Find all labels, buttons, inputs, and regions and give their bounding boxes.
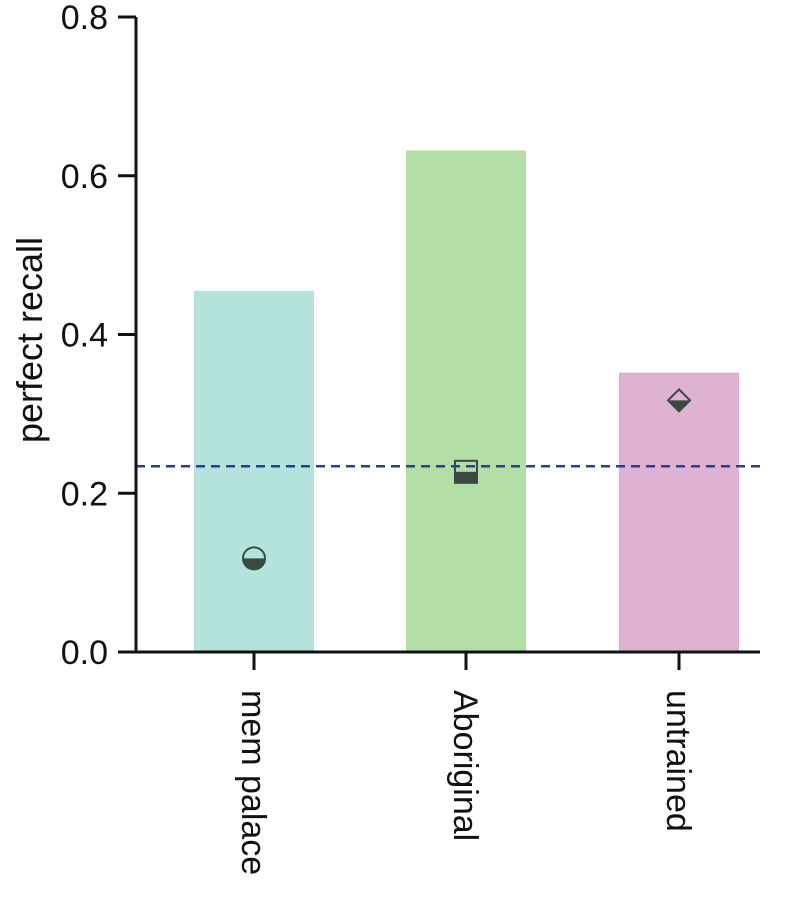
- marker-half-filled-square: [454, 459, 478, 484]
- y-tick-label: 0.6: [61, 158, 108, 196]
- x-category-label: Aboriginal: [446, 690, 484, 841]
- bar-mem-palace: [194, 290, 314, 652]
- bar-untrained: [619, 372, 739, 652]
- marker-half-filled-circle: [242, 546, 266, 571]
- x-category-label: mem palace: [234, 690, 272, 875]
- labels: 0.0 0.2 0.4 0.6 0.8 mem palace Aboriginal untra…: [61, 0, 697, 875]
- y-tick-label: 0.2: [61, 475, 108, 513]
- marker-half-filled-diamond: [666, 387, 692, 413]
- y-tick-label: 0.4: [61, 317, 108, 355]
- marker-fill: [243, 558, 265, 570]
- y-tick-label: 0.8: [61, 0, 108, 37]
- marker-outline: [454, 459, 478, 484]
- y-axis-title: perfect recall: [9, 237, 50, 443]
- marker-outline: [666, 387, 692, 413]
- markers-layer: [242, 387, 692, 571]
- marker-outline: [242, 546, 266, 571]
- y-tick-label: 0.0: [61, 634, 108, 672]
- marker-fill: [668, 400, 690, 412]
- axes: [118, 15, 760, 670]
- marker-fill: [455, 471, 477, 483]
- bar-aboriginal: [406, 150, 526, 652]
- bars-layer: [194, 150, 739, 652]
- x-category-label: untrained: [659, 690, 697, 832]
